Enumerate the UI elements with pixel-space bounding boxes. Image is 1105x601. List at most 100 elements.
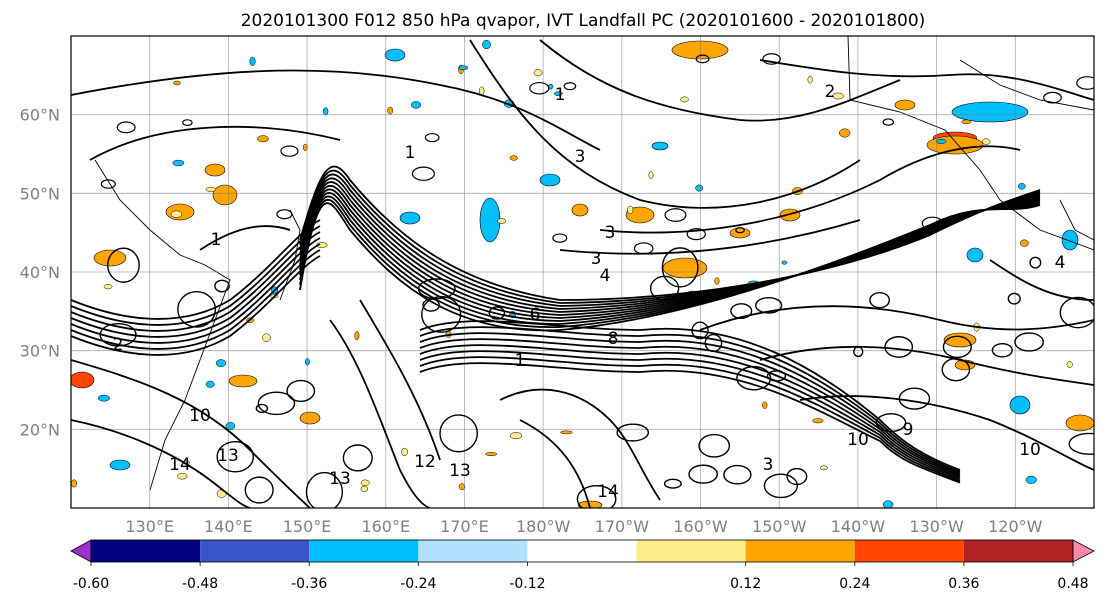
qvapor-shade-blob: [951, 101, 1029, 123]
contour-value-label: 3: [575, 147, 586, 167]
qvapor-shade-blob: [204, 163, 226, 177]
ivt-contour-jet: [299, 192, 1041, 322]
colorbar-tick-label: 0.12: [730, 576, 761, 592]
qvapor-shade-speck: [1066, 361, 1073, 368]
latitude-tick-labels: 60°N 50°N 40°N 30°N 20°N: [20, 106, 60, 440]
ivt-contour-broad: [759, 59, 1094, 101]
qvapor-shade-speck: [322, 107, 329, 116]
ivt-contour-closed: [421, 295, 462, 333]
ivt-contour-broad: [499, 388, 661, 501]
colorbar-segment: [527, 540, 637, 562]
ivt-contour-west: [71, 231, 321, 332]
ivt-contour-closed: [661, 247, 699, 288]
qvapor-shade-speck: [458, 65, 469, 71]
contour-value-label: 13: [217, 446, 239, 466]
qvapor-shade-speck: [553, 91, 563, 96]
colorbar-segment: [91, 540, 201, 562]
ivt-contour-broad: [989, 259, 1094, 301]
contour-value-label: 13: [449, 461, 471, 481]
lon-tick-label: 130°W: [909, 517, 964, 536]
qvapor-shade-blob: [1009, 395, 1031, 415]
ivt-contour-closed: [417, 278, 456, 300]
ivt-contour-closed: [736, 365, 772, 391]
coastline-layer: [94, 36, 1094, 491]
ivt-contour-closed: [563, 82, 577, 91]
contour-value-label: 9: [903, 420, 914, 440]
lon-tick-label: 150°W: [752, 517, 807, 536]
qvapor-shade-blob: [212, 184, 238, 206]
ivt-contour-west: [71, 219, 321, 320]
lat-tick-label: 30°N: [20, 342, 60, 361]
contour-value-label: 8: [608, 329, 619, 349]
ivt-contour-closed: [276, 209, 293, 220]
qvapor-shade-blob: [966, 247, 984, 263]
colorbar-tick-label: -0.48: [182, 576, 218, 592]
ivt-contour-jet: [299, 198, 1041, 328]
lon-tick-label: 140°W: [831, 517, 886, 536]
colorbar-tick-label: -0.36: [291, 576, 327, 592]
colorbar-segments: [70, 539, 1095, 563]
ivt-contour-jet: [299, 202, 1041, 332]
ivt-contour-closed: [116, 121, 136, 134]
ivt-contour-closed: [280, 145, 299, 157]
ivt-contour-closed: [439, 414, 478, 453]
ivt-contour-closed: [723, 464, 752, 485]
qvapor-shade-speck: [97, 394, 110, 402]
qvapor-shade-blob: [651, 141, 669, 151]
ivt-contour-closed: [100, 179, 116, 189]
ivt-contour-broad: [559, 219, 861, 255]
contour-value-label: 1: [211, 230, 222, 250]
contour-value-label: 1: [555, 85, 566, 105]
ivt-contour-lower: [419, 344, 961, 479]
qvapor-shade-blob: [539, 173, 561, 187]
qvapor-shade-speck: [680, 96, 689, 103]
qvapor-shade-speck: [509, 155, 518, 161]
qvapor-shade-speck: [1017, 182, 1026, 190]
ivt-contour-lower: [419, 350, 961, 480]
qvapor-shade-speck: [177, 473, 188, 480]
qvapor-shade-blob: [577, 500, 603, 508]
qvapor-shade-speck: [225, 422, 236, 430]
qvapor-shade-blob: [479, 197, 501, 243]
ivt-contour-closed: [177, 290, 217, 328]
qvapor-shade-blob: [1065, 414, 1094, 432]
ivt-contour-broad: [71, 359, 311, 508]
ivt-contour-west: [71, 249, 321, 350]
ivt-contour-closed: [884, 336, 914, 358]
coastline: [847, 36, 1094, 251]
ivt-contour-closed: [576, 485, 617, 508]
ivt-contour-closed: [1043, 91, 1062, 104]
qvapor-shade-speck: [981, 138, 991, 145]
qvapor-shade-blob: [299, 411, 321, 425]
qvapor-shade-speck: [249, 56, 256, 66]
ivt-contour-closed: [691, 321, 709, 340]
contour-value-label: 13: [329, 469, 351, 489]
ivt-contour-west: [71, 225, 321, 326]
qvapor-shade-speck: [961, 119, 972, 125]
ivt-contour-closed: [1068, 432, 1094, 455]
ivt-contour-closed: [255, 403, 269, 414]
colorbar-tick-label: -0.24: [400, 576, 436, 592]
ivt-contour-closed: [942, 335, 972, 359]
contour-value-label: 3: [591, 249, 602, 269]
ivt-contour-closed: [869, 291, 891, 309]
ivt-contour-closed: [754, 296, 783, 314]
qvapor-shade-speck: [714, 277, 720, 285]
colorbar-outline: [90, 539, 1074, 563]
colorbar-segment: [418, 540, 528, 562]
contour-value-label: 1: [515, 351, 526, 371]
qvapor-shade-speck: [205, 380, 215, 388]
colorbar: -0.60 -0.48 -0.36 -0.24 -0.12 0.12 0.24 0.36 0.4…: [70, 539, 1095, 592]
contour-value-label: 14: [169, 455, 191, 475]
qvapor-shade-speck: [262, 333, 271, 342]
ivt-contour-lower: [419, 356, 961, 482]
qvapor-shade-blob: [894, 99, 916, 111]
contour-value-label: 4: [1055, 253, 1066, 273]
qvapor-shade-speck: [648, 171, 654, 179]
ivt-contour-closed: [633, 242, 654, 255]
ivt-contour-closed: [941, 357, 971, 382]
ivt-contour-lower: [419, 332, 961, 475]
ivt-contour-closed: [182, 119, 193, 126]
qvapor-shade-speck: [882, 500, 894, 508]
ivt-contour-west: [71, 243, 321, 344]
